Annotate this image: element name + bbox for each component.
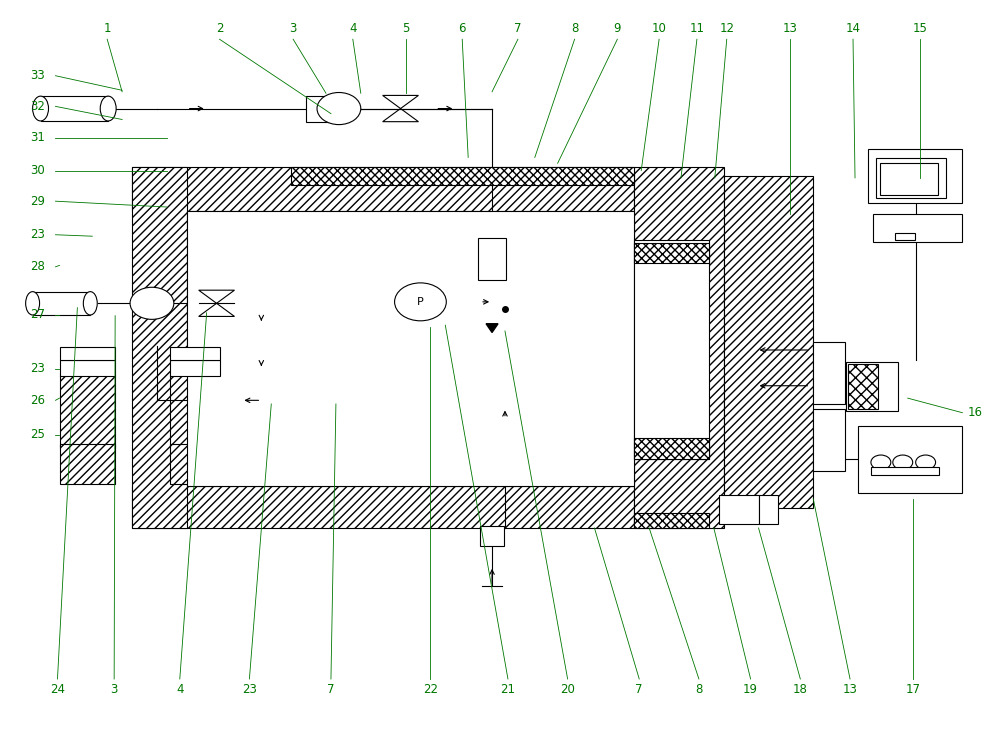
- Text: 5: 5: [402, 22, 409, 35]
- Text: 6: 6: [458, 22, 466, 35]
- Text: 7: 7: [327, 684, 335, 697]
- Bar: [759, 495, 778, 524]
- Bar: [60, 444, 115, 484]
- Bar: [170, 375, 220, 448]
- Text: 3: 3: [289, 22, 297, 35]
- Bar: [634, 243, 709, 263]
- Text: 31: 31: [30, 132, 45, 144]
- Bar: [187, 211, 634, 486]
- Ellipse shape: [83, 292, 97, 315]
- Text: 27: 27: [30, 309, 45, 321]
- Text: 1: 1: [103, 22, 111, 35]
- Text: 7: 7: [635, 684, 643, 697]
- Bar: [634, 240, 709, 459]
- Circle shape: [130, 287, 174, 319]
- Bar: [60, 360, 115, 376]
- Bar: [170, 347, 220, 360]
- Circle shape: [893, 455, 913, 470]
- Text: 26: 26: [30, 394, 45, 407]
- Text: 32: 32: [30, 100, 45, 113]
- Bar: [306, 96, 334, 122]
- Text: 25: 25: [30, 428, 45, 441]
- Text: 28: 28: [30, 260, 45, 273]
- Text: 21: 21: [500, 684, 515, 697]
- Bar: [291, 167, 634, 185]
- Bar: [846, 362, 898, 412]
- Text: 4: 4: [176, 684, 184, 697]
- Bar: [60, 347, 115, 360]
- Text: 24: 24: [50, 684, 65, 697]
- Text: 15: 15: [912, 22, 927, 35]
- Bar: [873, 215, 962, 242]
- Text: 22: 22: [423, 684, 438, 697]
- Text: 23: 23: [242, 684, 257, 697]
- Bar: [634, 167, 724, 528]
- Bar: [480, 526, 504, 546]
- Bar: [132, 167, 187, 528]
- Text: 10: 10: [652, 22, 667, 35]
- Text: 7: 7: [514, 22, 522, 35]
- Text: 16: 16: [968, 406, 983, 419]
- Bar: [880, 163, 938, 196]
- Bar: [132, 167, 634, 211]
- Bar: [41, 96, 108, 121]
- Ellipse shape: [100, 96, 116, 121]
- Text: 29: 29: [30, 195, 45, 208]
- Bar: [719, 495, 759, 524]
- Ellipse shape: [26, 292, 40, 315]
- Text: 12: 12: [719, 22, 734, 35]
- Text: 4: 4: [349, 22, 357, 35]
- Bar: [33, 292, 90, 315]
- Text: 13: 13: [843, 684, 857, 697]
- Circle shape: [317, 93, 361, 125]
- Text: 33: 33: [30, 69, 45, 82]
- Text: 17: 17: [905, 684, 920, 697]
- Bar: [170, 444, 220, 484]
- Circle shape: [871, 455, 891, 470]
- Text: 14: 14: [846, 22, 861, 35]
- Text: 11: 11: [689, 22, 704, 35]
- Bar: [634, 513, 709, 528]
- Bar: [170, 360, 220, 376]
- Text: 2: 2: [216, 22, 223, 35]
- Text: 3: 3: [110, 684, 118, 697]
- Text: 23: 23: [30, 229, 45, 241]
- Circle shape: [395, 283, 446, 320]
- Text: 8: 8: [695, 684, 703, 697]
- Text: 19: 19: [743, 684, 758, 697]
- Bar: [132, 486, 634, 528]
- Bar: [478, 237, 506, 280]
- Bar: [871, 467, 939, 475]
- Text: P: P: [417, 297, 424, 306]
- Ellipse shape: [33, 96, 49, 121]
- Bar: [848, 364, 878, 409]
- Text: 13: 13: [783, 22, 798, 35]
- Text: 23: 23: [30, 362, 45, 376]
- Text: 18: 18: [793, 684, 808, 697]
- Text: 30: 30: [30, 164, 45, 177]
- Circle shape: [916, 455, 936, 470]
- Text: 8: 8: [571, 22, 578, 35]
- Bar: [813, 409, 845, 471]
- Bar: [868, 148, 962, 204]
- Text: 9: 9: [614, 22, 621, 35]
- Bar: [724, 176, 813, 508]
- Bar: [858, 426, 962, 493]
- Bar: [876, 158, 946, 198]
- Bar: [634, 438, 709, 459]
- Bar: [895, 232, 915, 240]
- Bar: [60, 375, 115, 448]
- Text: 20: 20: [560, 684, 575, 697]
- Polygon shape: [486, 323, 498, 332]
- Bar: [813, 342, 845, 404]
